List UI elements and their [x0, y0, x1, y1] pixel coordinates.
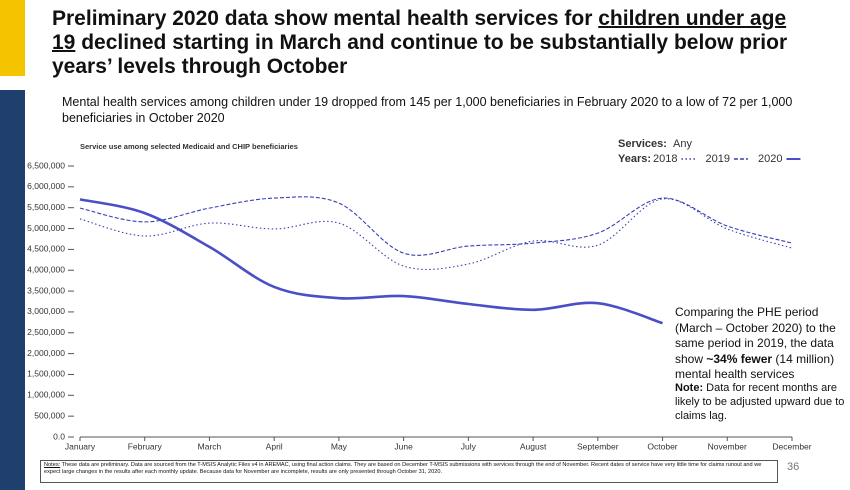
footnote-label: Notes:: [44, 462, 61, 468]
legend-label: Services:: [618, 138, 667, 150]
y-tick-label: 5,000,000: [27, 223, 65, 233]
annotation-text: (14 million) mental health services: [675, 351, 835, 382]
note-label: Note:: [675, 382, 704, 394]
y-tick-label: 4,000,000: [27, 264, 65, 274]
y-tick-label: 1,500,000: [27, 369, 65, 379]
annotation: Comparing the PHE period (March – Octobe…: [675, 305, 845, 383]
page-number: 36: [787, 461, 800, 473]
x-tick-label: March: [198, 441, 222, 451]
y-tick-label: 500,000: [34, 410, 65, 420]
series-line: [79, 196, 793, 256]
x-tick-label: October: [647, 441, 677, 451]
chart-title: Service use among selected Medicaid and …: [80, 142, 298, 151]
x-tick-label: January: [65, 441, 96, 451]
footnote-text: These data are preliminary. Data are sou…: [44, 462, 762, 475]
x-tick-label: December: [772, 441, 811, 451]
y-tick-label: 3,500,000: [27, 285, 65, 295]
legend-label: Years:: [618, 153, 651, 165]
x-tick-label: August: [520, 441, 547, 451]
annotation-bold: ~34% fewer: [706, 351, 773, 366]
x-tick-label: February: [128, 441, 163, 451]
y-tick-label: 5,500,000: [27, 202, 65, 212]
annotation-text: Comparing the PHE period (March – Octobe…: [675, 305, 836, 366]
y-tick-label: 3,000,000: [27, 306, 65, 316]
x-tick-label: November: [708, 441, 747, 451]
title-text: declined starting in March and continue …: [52, 31, 788, 78]
note: Note: Data for recent months are likely …: [675, 381, 847, 423]
subtitle: Mental health services among children un…: [62, 95, 793, 125]
x-tick-label: June: [394, 441, 413, 451]
slide-title: Preliminary 2020 data show mental health…: [52, 7, 812, 79]
y-tick-label: 2,000,000: [27, 348, 65, 358]
legend-label: 2019: [705, 153, 729, 165]
x-tick-label: May: [331, 441, 348, 451]
note-text: Data for recent months are likely to be …: [675, 382, 845, 422]
x-tick-label: September: [577, 441, 619, 451]
side-bar: [0, 90, 25, 490]
y-tick-label: 6,500,000: [27, 160, 65, 170]
title-underlined: children under age 19: [52, 7, 787, 54]
y-tick-label: 1,000,000: [27, 390, 65, 400]
legend-label: 2020: [758, 153, 782, 165]
y-tick-label: 0.0: [53, 431, 65, 441]
y-tick-label: 4,500,000: [27, 244, 65, 254]
accent-bar: [0, 0, 25, 76]
y-tick-label: 2,500,000: [27, 327, 65, 337]
x-tick-label: April: [266, 441, 283, 451]
y-tick-label: 6,000,000: [27, 181, 65, 191]
legend-label: 2018: [653, 153, 677, 165]
title-text: Preliminary 2020 data show mental health…: [52, 7, 599, 30]
legend-value: Any: [673, 138, 692, 150]
x-tick-label: July: [461, 441, 477, 451]
footnote: Notes: These data are preliminary. Data …: [40, 460, 778, 483]
series-line: [79, 198, 663, 325]
